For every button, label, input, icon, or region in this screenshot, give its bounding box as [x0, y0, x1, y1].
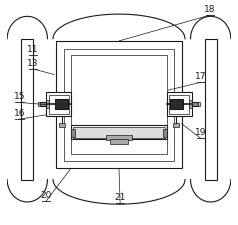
Bar: [205, 39, 217, 180]
Bar: [106, 135, 132, 140]
Text: 16: 16: [14, 109, 25, 118]
Bar: [56, 41, 182, 168]
Bar: [198, 102, 200, 106]
Bar: [167, 92, 192, 116]
Text: 17: 17: [195, 72, 206, 81]
Bar: [170, 99, 183, 109]
Bar: [21, 39, 33, 180]
Bar: [163, 129, 167, 137]
Text: 19: 19: [195, 128, 206, 137]
Text: 11: 11: [27, 45, 39, 54]
Bar: [71, 56, 167, 154]
Bar: [110, 139, 128, 144]
Bar: [59, 123, 65, 127]
Bar: [49, 94, 69, 114]
Bar: [55, 99, 68, 109]
Bar: [169, 94, 189, 114]
Bar: [38, 102, 40, 106]
Text: 18: 18: [204, 5, 215, 14]
Text: 21: 21: [114, 193, 126, 202]
Bar: [173, 123, 179, 127]
Bar: [64, 49, 174, 161]
Bar: [40, 102, 46, 106]
Bar: [188, 100, 192, 108]
Text: 20: 20: [41, 191, 52, 200]
Bar: [71, 129, 75, 137]
Bar: [192, 102, 198, 106]
Bar: [73, 127, 165, 137]
Text: 15: 15: [14, 92, 25, 101]
Text: 13: 13: [27, 59, 39, 68]
Bar: [46, 92, 71, 116]
Bar: [71, 125, 167, 139]
Bar: [46, 100, 50, 108]
